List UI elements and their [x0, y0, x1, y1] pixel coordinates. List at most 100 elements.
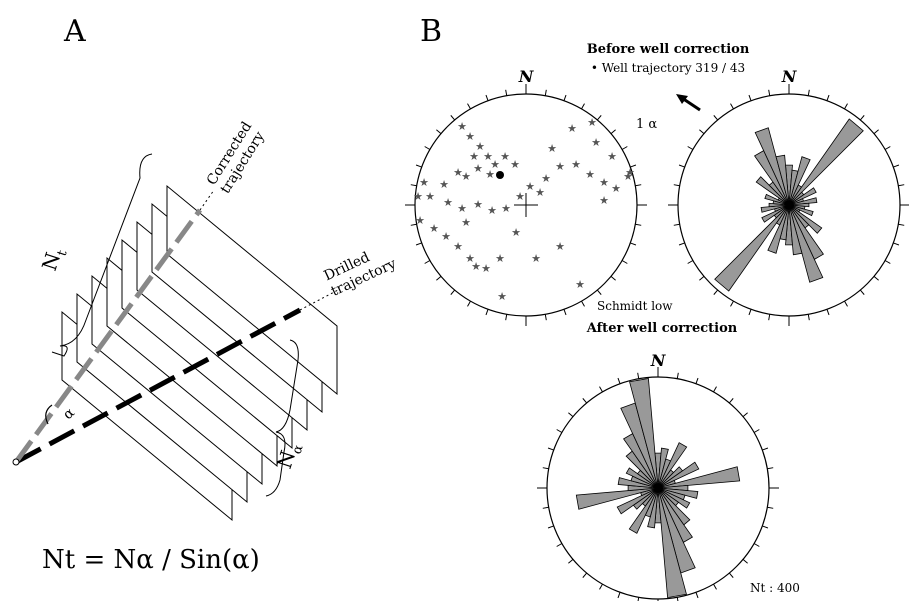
tick-mark	[410, 223, 417, 226]
tick-mark	[893, 164, 900, 168]
tick-mark	[436, 275, 442, 281]
before-title: Before well correction	[587, 42, 750, 57]
tick-mark	[826, 94, 830, 101]
tick-mark	[713, 289, 719, 295]
rose-petal	[616, 487, 659, 515]
tick-mark	[678, 242, 685, 246]
pole-star: ★	[415, 214, 425, 227]
tick-mark	[859, 115, 865, 121]
tick-mark	[467, 103, 471, 110]
tick-mark	[436, 129, 442, 135]
tick-mark	[485, 309, 489, 316]
pole-star: ★	[473, 162, 483, 175]
pole-star: ★	[510, 158, 520, 171]
rose-before: N	[668, 67, 909, 326]
tick-mark	[730, 300, 734, 307]
tick-mark	[768, 314, 771, 321]
tick-mark	[563, 309, 567, 316]
tick-mark	[542, 467, 549, 470]
pole-star: ★	[429, 222, 439, 235]
pole-star: ★	[443, 196, 453, 209]
trajectory-arrowhead	[676, 94, 688, 104]
tick-mark	[767, 506, 774, 509]
tick-mark	[505, 314, 508, 321]
tick-mark	[450, 289, 456, 295]
pole-star: ★	[490, 158, 500, 171]
pole-star: ★	[501, 202, 511, 215]
tick-mark	[884, 146, 891, 150]
panel-a-letter: A	[63, 14, 86, 49]
well-origin	[12, 458, 20, 466]
tick-mark	[582, 398, 588, 404]
tick-mark	[547, 447, 554, 451]
tick-mark	[635, 184, 642, 187]
tick-mark	[873, 129, 879, 135]
pole-star: ★	[473, 198, 483, 211]
tick-mark	[542, 506, 549, 509]
tick-mark	[410, 184, 417, 187]
tick-mark	[728, 572, 734, 578]
rose-petal	[788, 118, 864, 206]
pole-star: ★	[511, 226, 521, 239]
pole-star: ★	[469, 150, 479, 163]
pole-star: ★	[515, 190, 525, 203]
pole-star: ★	[457, 202, 467, 215]
rose-petal	[629, 377, 659, 489]
tick-mark	[807, 314, 810, 321]
tick-mark	[678, 164, 685, 168]
pole-star: ★	[625, 166, 635, 179]
pole-star: ★	[453, 240, 463, 253]
tick-mark	[695, 377, 699, 384]
tick-mark	[630, 242, 637, 246]
tick-mark	[610, 275, 616, 281]
pole-star: ★	[453, 166, 463, 179]
pole-star: ★	[500, 150, 510, 163]
tick-mark	[807, 89, 810, 96]
panel-b: B Before well correction • Well trajecto…	[405, 14, 909, 601]
pole-star: ★	[495, 252, 505, 265]
tick-mark	[753, 429, 760, 433]
tick-mark	[676, 372, 679, 379]
tick-mark	[873, 275, 879, 281]
tick-mark	[673, 184, 680, 187]
pole-star: ★	[461, 170, 471, 183]
tick-mark	[599, 386, 603, 393]
tick-mark	[568, 558, 574, 564]
rose-petal	[575, 487, 659, 510]
tick-mark	[676, 597, 679, 601]
tick-mark	[713, 583, 717, 590]
pole-star: ★	[525, 180, 535, 193]
tick-mark	[617, 592, 621, 599]
tick-mark	[728, 398, 734, 404]
pole-star: ★	[567, 122, 577, 135]
tick-mark	[568, 412, 574, 418]
projection-label: Schmidt low	[597, 299, 673, 313]
rose-after-count: Nt : 400	[750, 581, 800, 595]
pole-star: ★	[607, 150, 617, 163]
tick-mark	[753, 543, 760, 547]
tick-mark	[563, 94, 567, 101]
stereonet-north-label: N	[518, 67, 535, 86]
tick-mark	[581, 103, 585, 110]
tick-mark	[637, 372, 640, 379]
pole-star: ★	[575, 278, 585, 291]
tick-mark	[630, 164, 637, 168]
rose-after-petals	[575, 377, 741, 599]
pole-star: ★	[487, 204, 497, 217]
tick-mark	[635, 223, 642, 226]
tick-mark	[898, 184, 905, 187]
pole-star: ★	[587, 116, 597, 129]
rose-petal	[788, 204, 803, 256]
rose-before-ticks	[668, 84, 909, 326]
tick-mark	[767, 467, 774, 470]
tick-mark	[762, 447, 769, 451]
pole-star: ★	[611, 182, 621, 195]
tick-mark	[581, 300, 585, 307]
pole-star: ★	[475, 140, 485, 153]
rose-before-north-label: N	[781, 67, 798, 86]
panel-a: A α Corrected trajectory Drilled	[12, 14, 399, 575]
pole-star: ★	[497, 290, 507, 303]
tick-mark	[695, 592, 699, 599]
tick-mark	[544, 89, 547, 96]
rose-after-ticks	[537, 367, 779, 601]
